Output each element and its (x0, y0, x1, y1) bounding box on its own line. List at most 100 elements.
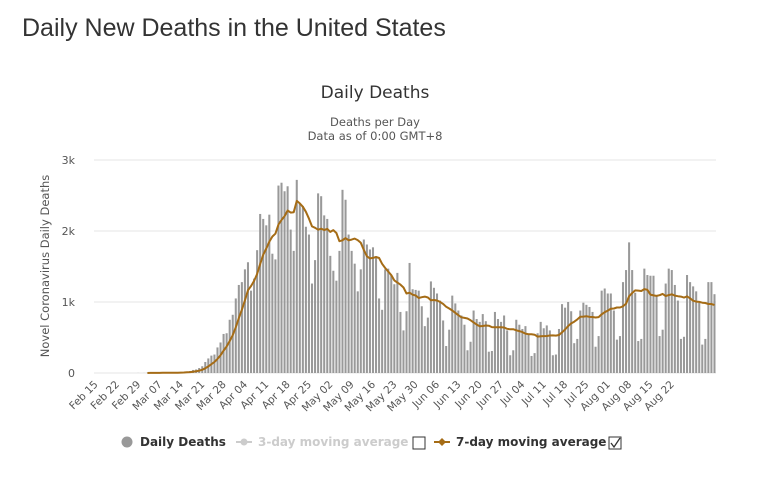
bar[interactable] (439, 300, 442, 373)
bar[interactable] (292, 250, 295, 373)
bar[interactable] (335, 280, 338, 373)
bar[interactable] (231, 314, 234, 373)
bar[interactable] (432, 287, 435, 373)
bar[interactable] (506, 330, 509, 373)
bar[interactable] (265, 225, 268, 373)
bar[interactable] (548, 330, 551, 373)
bar[interactable] (384, 269, 387, 373)
bar[interactable] (536, 333, 539, 373)
bar[interactable] (271, 253, 274, 373)
bar[interactable] (246, 262, 249, 373)
bar[interactable] (222, 333, 225, 373)
bar[interactable] (253, 278, 256, 373)
bar[interactable] (362, 239, 365, 373)
bar[interactable] (509, 355, 512, 373)
bar[interactable] (411, 289, 414, 373)
bar[interactable] (484, 321, 487, 373)
bar[interactable] (640, 338, 643, 373)
bar[interactable] (652, 275, 655, 373)
bar[interactable] (573, 343, 576, 373)
bar[interactable] (646, 275, 649, 373)
bar[interactable] (676, 300, 679, 373)
bar[interactable] (457, 310, 460, 373)
bar[interactable] (493, 311, 496, 373)
bar[interactable] (704, 338, 707, 373)
bar[interactable] (259, 213, 262, 373)
bar[interactable] (710, 282, 713, 373)
bar[interactable] (256, 250, 259, 373)
bar[interactable] (393, 284, 396, 373)
bar[interactable] (561, 304, 564, 373)
bar[interactable] (539, 321, 542, 373)
bar[interactable] (667, 268, 670, 373)
bar[interactable] (564, 307, 567, 373)
legend-item-3-day-average[interactable]: 3-day moving average (236, 435, 408, 449)
bar[interactable] (228, 319, 231, 373)
bar[interactable] (606, 293, 609, 373)
bar[interactable] (670, 270, 673, 373)
bar[interactable] (454, 303, 457, 373)
bar[interactable] (621, 282, 625, 373)
legend-item-daily-deaths[interactable]: Daily Deaths (121, 435, 226, 449)
bar[interactable] (585, 304, 588, 373)
bar[interactable] (277, 185, 280, 373)
bar[interactable] (637, 341, 640, 373)
bar[interactable] (631, 270, 634, 373)
bar[interactable] (417, 290, 420, 373)
bar[interactable] (237, 284, 240, 373)
bar[interactable] (615, 339, 618, 373)
bar[interactable] (582, 302, 585, 373)
bar[interactable] (655, 296, 658, 373)
bar[interactable] (701, 344, 704, 373)
bar[interactable] (307, 234, 310, 373)
bar[interactable] (442, 320, 445, 373)
bar[interactable] (460, 315, 463, 373)
bar[interactable] (591, 311, 594, 373)
bar[interactable] (402, 330, 405, 373)
bar[interactable] (323, 215, 326, 373)
bar[interactable] (594, 346, 597, 373)
bar[interactable] (609, 293, 612, 373)
bar[interactable] (314, 260, 317, 373)
bar[interactable] (435, 293, 439, 373)
bar[interactable] (359, 269, 362, 373)
bar[interactable] (634, 292, 637, 373)
bar[interactable] (664, 283, 667, 373)
bar[interactable] (469, 341, 472, 373)
seven-day-average-checkbox[interactable] (608, 436, 622, 450)
bar[interactable] (649, 275, 652, 373)
bar[interactable] (243, 269, 246, 373)
bar[interactable] (347, 234, 350, 373)
bar[interactable] (405, 311, 408, 373)
bar[interactable] (429, 281, 432, 373)
bar[interactable] (420, 306, 423, 373)
bar[interactable] (512, 350, 515, 373)
bar[interactable] (234, 298, 237, 373)
bar[interactable] (298, 203, 301, 373)
bar[interactable] (329, 255, 332, 373)
bar[interactable] (350, 250, 353, 373)
bar[interactable] (570, 311, 573, 373)
bar[interactable] (707, 282, 710, 373)
bar[interactable] (353, 263, 356, 373)
bar[interactable] (399, 311, 402, 373)
bar[interactable] (554, 354, 557, 373)
bar[interactable] (515, 319, 518, 373)
bar[interactable] (472, 310, 475, 373)
bar[interactable] (310, 283, 314, 373)
bar[interactable] (326, 218, 329, 373)
bar[interactable] (527, 333, 530, 373)
bar[interactable] (466, 350, 469, 373)
bar[interactable] (524, 326, 527, 373)
bar[interactable] (478, 321, 481, 373)
bar[interactable] (521, 328, 524, 373)
bar[interactable] (445, 346, 448, 373)
bar[interactable] (490, 350, 493, 373)
legend-item-7-day-average[interactable]: 7-day moving average (434, 435, 606, 449)
bar[interactable] (381, 309, 384, 373)
three-day-average-checkbox[interactable] (412, 436, 426, 450)
bar[interactable] (530, 355, 533, 373)
bar[interactable] (225, 333, 228, 373)
bar[interactable] (268, 214, 271, 373)
bar[interactable] (250, 290, 253, 373)
